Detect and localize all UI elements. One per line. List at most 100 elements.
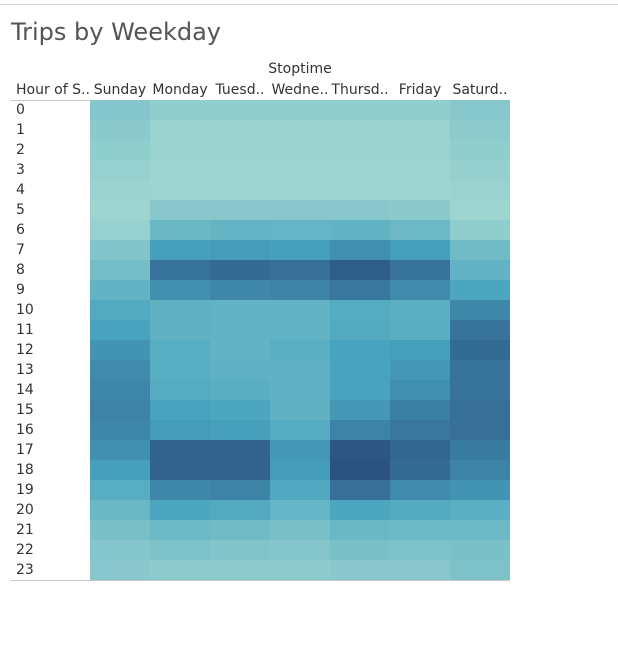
heatmap-cell-hour-13-col-5: [390, 360, 450, 380]
heatmap-cell-hour-2-col-3: [270, 140, 330, 160]
heatmap-cell-hour-6-col-5: [390, 220, 450, 240]
heatmap-cell-hour-13-col-2: [210, 360, 270, 380]
heatmap-cell-hour-5-col-3: [270, 200, 330, 220]
heatmap-cell-hour-0-col-0: [90, 100, 150, 120]
heatmap-cell-hour-18-col-3: [270, 460, 330, 480]
heatmap-cell-hour-15-col-6: [450, 400, 510, 420]
heatmap-cell-hour-16-col-0: [90, 420, 150, 440]
heatmap-cell-hour-7-col-0: [90, 240, 150, 260]
heatmap-cell-hour-5-col-2: [210, 200, 270, 220]
heatmap-cell-hour-17-col-6: [450, 440, 510, 460]
heatmap-cell-hour-20-col-0: [90, 500, 150, 520]
heatmap-cell-hour-8-col-4: [330, 260, 390, 280]
heatmap-cell-hour-23-col-2: [210, 560, 270, 580]
heatmap-cell-hour-16-col-3: [270, 420, 330, 440]
heatmap-cell-hour-23-col-5: [390, 560, 450, 580]
column-label-monday: Monday: [152, 82, 208, 98]
heatmap-cell-hour-17-col-3: [270, 440, 330, 460]
heatmap-cell-hour-14-col-4: [330, 380, 390, 400]
heatmap-cell-hour-20-col-1: [150, 500, 210, 520]
heatmap-cell-hour-6-col-6: [450, 220, 510, 240]
row-label-hour-21: 21: [16, 522, 34, 538]
heatmap-cell-hour-20-col-6: [450, 500, 510, 520]
heatmap-cell-hour-4-col-2: [210, 180, 270, 200]
heatmap-cell-hour-14-col-3: [270, 380, 330, 400]
heatmap-cell-hour-14-col-5: [390, 380, 450, 400]
heatmap-cell-hour-21-col-1: [150, 520, 210, 540]
column-label-sunday: Sunday: [93, 82, 147, 98]
heatmap-cell-hour-21-col-0: [90, 520, 150, 540]
heatmap-cell-hour-13-col-6: [450, 360, 510, 380]
heatmap-cell-hour-0-col-3: [270, 100, 330, 120]
heatmap-cell-hour-11-col-3: [270, 320, 330, 340]
heatmap-cell-hour-14-col-1: [150, 380, 210, 400]
heatmap-cell-hour-5-col-1: [150, 200, 210, 220]
heatmap-cell-hour-7-col-4: [330, 240, 390, 260]
heatmap-cell-hour-0-col-5: [390, 100, 450, 120]
row-label-hour-13: 13: [16, 362, 34, 378]
heatmap-cell-hour-11-col-1: [150, 320, 210, 340]
heatmap-cell-hour-11-col-6: [450, 320, 510, 340]
row-label-hour-14: 14: [16, 382, 34, 398]
heatmap-cell-hour-10-col-2: [210, 300, 270, 320]
heatmap-cell-hour-9-col-3: [270, 280, 330, 300]
column-label-wednesday: Wedne..: [271, 82, 329, 98]
heatmap-cell-hour-20-col-4: [330, 500, 390, 520]
heatmap-cell-hour-0-col-6: [450, 100, 510, 120]
heatmap-cell-hour-4-col-4: [330, 180, 390, 200]
heatmap-cell-hour-12-col-3: [270, 340, 330, 360]
heatmap-cell-hour-6-col-4: [330, 220, 390, 240]
heatmap-cell-hour-8-col-2: [210, 260, 270, 280]
heatmap-cell-hour-3-col-2: [210, 160, 270, 180]
heatmap-cell-hour-22-col-4: [330, 540, 390, 560]
heatmap-cell-hour-14-col-0: [90, 380, 150, 400]
heatmap-cell-hour-1-col-5: [390, 120, 450, 140]
heatmap-cell-hour-20-col-3: [270, 500, 330, 520]
heatmap-grid: [90, 100, 510, 580]
heatmap-cell-hour-2-col-5: [390, 140, 450, 160]
heatmap-cell-hour-12-col-0: [90, 340, 150, 360]
heatmap-cell-hour-19-col-3: [270, 480, 330, 500]
heatmap-cell-hour-8-col-5: [390, 260, 450, 280]
row-label-hour-17: 17: [16, 442, 34, 458]
heatmap-cell-hour-7-col-3: [270, 240, 330, 260]
heatmap-cell-hour-12-col-2: [210, 340, 270, 360]
heatmap-cell-hour-8-col-6: [450, 260, 510, 280]
heatmap-cell-hour-8-col-3: [270, 260, 330, 280]
heatmap-cell-hour-1-col-2: [210, 120, 270, 140]
row-label-hour-6: 6: [16, 222, 25, 238]
heatmap-cell-hour-16-col-1: [150, 420, 210, 440]
row-label-hour-11: 11: [16, 322, 34, 338]
row-label-hour-0: 0: [16, 102, 25, 118]
heatmap-cell-hour-10-col-0: [90, 300, 150, 320]
heatmap-cell-hour-10-col-5: [390, 300, 450, 320]
heatmap-cell-hour-8-col-1: [150, 260, 210, 280]
column-label-saturday: Saturd..: [452, 82, 508, 98]
heatmap-cell-hour-22-col-1: [150, 540, 210, 560]
heatmap-cell-hour-15-col-4: [330, 400, 390, 420]
heatmap-cell-hour-9-col-1: [150, 280, 210, 300]
heatmap-cell-hour-6-col-1: [150, 220, 210, 240]
row-label-hour-10: 10: [16, 302, 34, 318]
row-label-hour-16: 16: [16, 422, 34, 438]
heatmap-cell-hour-16-col-5: [390, 420, 450, 440]
heatmap-cell-hour-4-col-0: [90, 180, 150, 200]
heatmap-cell-hour-15-col-1: [150, 400, 210, 420]
row-label-hour-5: 5: [16, 202, 25, 218]
heatmap-cell-hour-18-col-4: [330, 460, 390, 480]
heatmap-cell-hour-3-col-0: [90, 160, 150, 180]
heatmap-cell-hour-15-col-0: [90, 400, 150, 420]
heatmap-cell-hour-14-col-2: [210, 380, 270, 400]
heatmap-cell-hour-13-col-4: [330, 360, 390, 380]
heatmap-cell-hour-7-col-6: [450, 240, 510, 260]
heatmap-cell-hour-23-col-3: [270, 560, 330, 580]
heatmap-cell-hour-9-col-4: [330, 280, 390, 300]
column-label-friday: Friday: [398, 82, 442, 98]
row-label-hour-9: 9: [16, 282, 25, 298]
row-label-hour-19: 19: [16, 482, 34, 498]
column-group-label: Stoptime: [268, 61, 332, 77]
heatmap-cell-hour-11-col-5: [390, 320, 450, 340]
heatmap-cell-hour-2-col-1: [150, 140, 210, 160]
heatmap-cell-hour-5-col-0: [90, 200, 150, 220]
row-header-label: Hour of S..: [16, 82, 90, 98]
